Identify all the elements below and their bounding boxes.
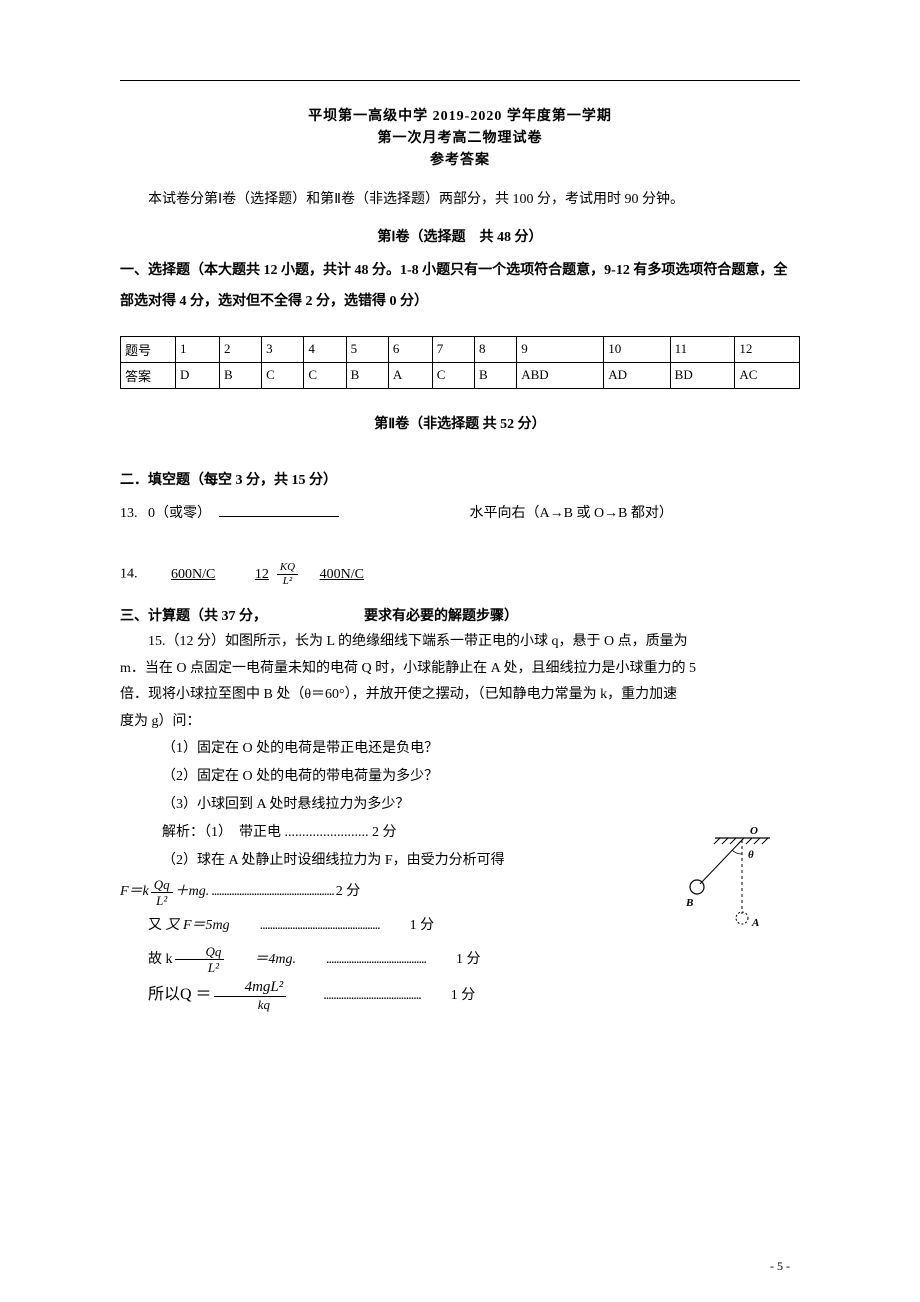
header-exam: 第一次月考高二物理试卷 <box>120 127 800 147</box>
frac-den: L² <box>277 575 298 587</box>
cell: 3 <box>262 336 304 362</box>
cell: BD <box>670 362 735 388</box>
stem-line: 15.（12 分）如图所示，长为 L 的绝缘细线下端系一带正电的小球 q，悬于 … <box>120 629 800 656</box>
cell: 5 <box>346 336 388 362</box>
eq1-left: F＝k <box>120 875 149 909</box>
frac-num: KQ <box>277 562 298 575</box>
cell: 6 <box>388 336 432 362</box>
intro-text: 本试卷分第Ⅰ卷（选择题）和第Ⅱ卷（非选择题）两部分，共 100 分，考试用时 9… <box>120 187 800 212</box>
dots: ........................................ <box>298 943 426 977</box>
header-block: 平坝第一高级中学 2019-2020 学年度第一学期 第一次月考高二物理试卷 参… <box>120 105 800 169</box>
cell: B <box>346 362 388 388</box>
q13-num: 13. <box>120 506 138 521</box>
frac-den: kq <box>214 997 287 1011</box>
cell: 10 <box>604 336 670 362</box>
eq4-pts: 1 分 <box>423 979 476 1013</box>
sol1-label: 解析：（1） 带正电 <box>162 825 281 840</box>
stem-line: 倍．现将小球拉至图中 B 处（θ＝60°），并放开使之摆动，（已知静电力常量为 … <box>120 682 800 709</box>
frac-num: Qq <box>175 945 225 960</box>
header-school: 平坝第一高级中学 2019-2020 学年度第一学期 <box>120 105 800 125</box>
cell: AD <box>604 362 670 388</box>
q14-c: 400N/C <box>304 567 376 582</box>
calc-title-left: 三、计算题（共 37 分， <box>120 609 267 624</box>
cell: 1 <box>176 336 220 362</box>
part1-title: 第Ⅰ卷（选择题 共 48 分） <box>120 226 800 246</box>
cell: C <box>304 362 346 388</box>
cell: 9 <box>517 336 604 362</box>
label-theta: θ <box>748 849 754 861</box>
eq3-prefix: 故 k <box>120 943 173 977</box>
sol1-pts: 2 分 <box>372 825 397 840</box>
sub-question-1: （1）固定在 O 处的电荷是带正电还是负电？ <box>120 735 800 763</box>
cell: C <box>432 362 474 388</box>
answer-table: 题号 1 2 3 4 5 6 7 8 9 10 11 12 答案 D B C C… <box>120 336 800 389</box>
question-14: 14. 600N/C 12KQL² 400N/C <box>120 562 800 587</box>
stem-line: 度为 g）问： <box>120 709 800 736</box>
cell: 12 <box>735 336 800 362</box>
cell: 2 <box>219 336 261 362</box>
cell: AC <box>735 362 800 388</box>
sub-question-3: （3）小球回到 A 处时悬线拉力为多少？ <box>120 791 800 819</box>
eq2-formula: 又 F＝5mg <box>166 918 230 933</box>
dots: ........................................… <box>211 875 334 909</box>
cell: B <box>219 362 261 388</box>
top-rule <box>120 80 800 81</box>
table-row: 题号 1 2 3 4 5 6 7 8 9 10 11 12 <box>121 336 800 362</box>
stem-line: m．当在 O 点固定一电荷量未知的电荷 Q 时，小球能静止在 A 处，且细线拉力… <box>120 656 800 683</box>
sub-question-2: （2）固定在 O 处的电荷的带电荷量为多少？ <box>120 763 800 791</box>
label-B: B <box>685 897 693 909</box>
frac-num: Qq <box>151 878 173 893</box>
frac-den: L² <box>151 893 173 907</box>
row-label: 答案 <box>121 362 176 388</box>
eq2-pts: 1 分 <box>382 909 435 943</box>
section3-title: 三、计算题（共 37 分， 要求有必要的解题步骤） <box>120 605 800 625</box>
cell: B <box>474 362 516 388</box>
table-row: 答案 D B C C B A C B ABD AD BD AC <box>121 362 800 388</box>
part2-title: 第Ⅱ卷（非选择题 共 52 分） <box>120 413 800 433</box>
cell: 11 <box>670 336 735 362</box>
q13-b: 水平向右（A→B 或 O→B 都对） <box>470 506 673 521</box>
cell: ABD <box>517 362 604 388</box>
cell: 7 <box>432 336 474 362</box>
eq1-pts: 2 分 <box>336 875 361 909</box>
section1-title: 一、选择题（本大题共 12 小题，共计 48 分。1-8 小题只有一个选项符合题… <box>120 256 800 318</box>
q14-mid: 12 <box>239 567 275 582</box>
question-13: 13. 0（或零） 水平向右（A→B 或 O→B 都对） <box>120 501 800 526</box>
row-label: 题号 <box>121 336 176 362</box>
label-A: A <box>751 917 759 929</box>
dots: ....................................... <box>290 979 421 1013</box>
calc-title-right: 要求有必要的解题步骤） <box>364 609 518 624</box>
eq1-right: ＋mg. <box>175 875 210 909</box>
problem-15: 15.（12 分）如图所示，长为 L 的绝缘细线下端系一带正电的小球 q，悬于 … <box>120 629 800 1015</box>
eq1-frac: Qq L² <box>151 878 173 907</box>
eq3-frac: Qq L² <box>175 945 225 974</box>
eq2-left: 又 又 F＝5mg <box>120 909 230 943</box>
eq4-frac: 4mgL² kq <box>214 980 287 1011</box>
pendulum-figure-icon: O B θ A <box>680 826 780 936</box>
q13-a: 0（或零） <box>148 506 211 521</box>
section2-title: 二．填空题（每空 3 分，共 15 分） <box>120 469 800 489</box>
q14-frac: KQL² <box>277 562 298 587</box>
q14-num: 14. <box>120 567 138 582</box>
frac-num: 4mgL² <box>214 980 287 997</box>
cell: 8 <box>474 336 516 362</box>
dots: ........................ <box>285 825 373 840</box>
equation-4: 所以Q ＝ 4mgL² kq .........................… <box>120 976 800 1014</box>
blank-line <box>219 516 339 517</box>
eq3-pts: 1 分 <box>428 943 481 977</box>
cell: A <box>388 362 432 388</box>
eq3-right: ＝4mg. <box>226 943 296 977</box>
label-O: O <box>750 826 758 837</box>
cell: D <box>176 362 220 388</box>
cell: C <box>262 362 304 388</box>
cell: 4 <box>304 336 346 362</box>
page: 平坝第一高级中学 2019-2020 学年度第一学期 第一次月考高二物理试卷 参… <box>0 0 920 1302</box>
equation-3: 故 k Qq L² ＝4mg. ........................… <box>120 943 800 977</box>
header-subtitle: 参考答案 <box>120 149 800 169</box>
eq4-left: 所以Q ＝ <box>120 976 212 1014</box>
frac-den: L² <box>175 960 225 974</box>
q14-a: 600N/C <box>141 567 235 582</box>
dots: ........................................… <box>232 909 380 943</box>
page-number: - 5 - <box>770 1259 790 1274</box>
